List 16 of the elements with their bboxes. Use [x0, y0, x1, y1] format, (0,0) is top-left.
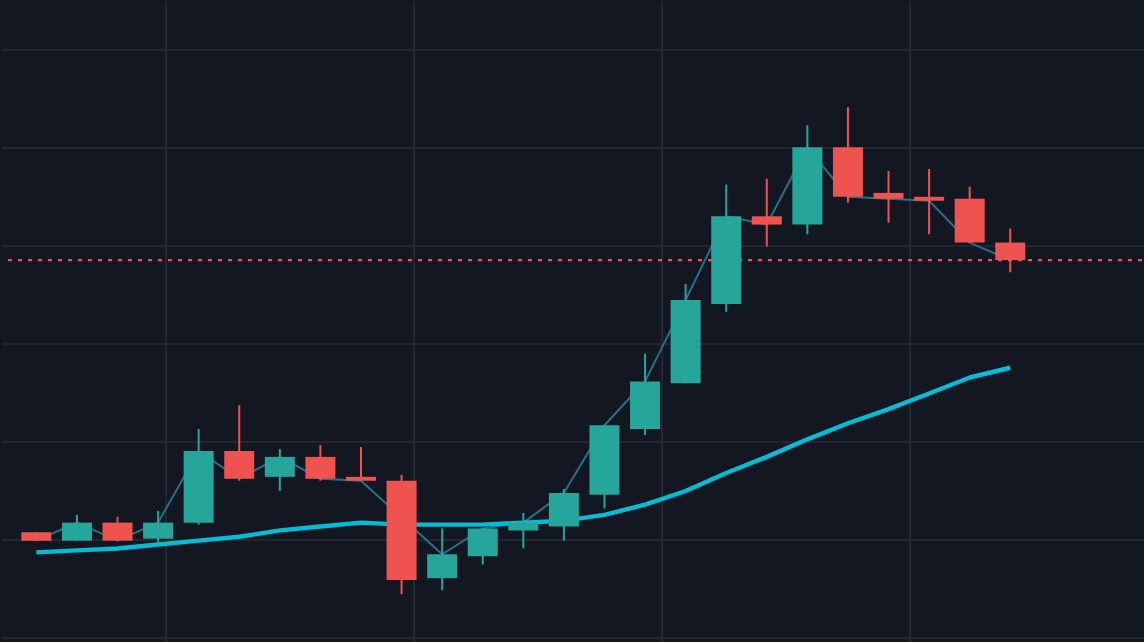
- candlestick: [630, 352, 661, 436]
- candlestick: [954, 185, 985, 244]
- candlestick: [508, 511, 539, 550]
- candlestick: [305, 444, 336, 482]
- candlestick: [224, 404, 255, 482]
- candlestick: [427, 527, 458, 592]
- candlestick: [914, 168, 945, 236]
- candlestick: [61, 513, 92, 542]
- candlestick: [345, 446, 376, 482]
- candlestick: [102, 515, 133, 542]
- candlestick: [751, 177, 782, 248]
- candlestick: [264, 448, 295, 492]
- candlestick: [548, 488, 579, 542]
- candlestick: [143, 509, 174, 544]
- candlestick: [873, 170, 904, 224]
- candlestick: [467, 527, 498, 566]
